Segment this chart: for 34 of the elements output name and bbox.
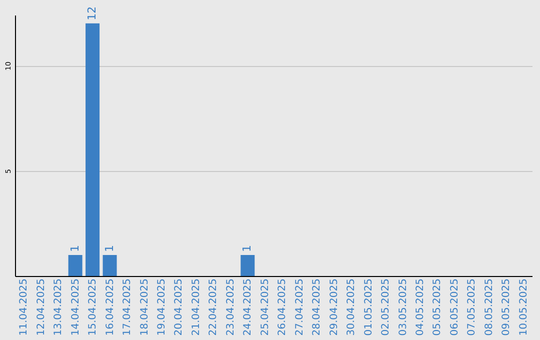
x-tick-label: 25.04.2025 xyxy=(260,278,271,336)
x-tick-label: 05.05.2025 xyxy=(432,278,444,336)
x-tick-label: 23.04.2025 xyxy=(225,278,236,336)
x-tick-label: 28.04.2025 xyxy=(312,278,323,336)
x-tick-label: 09.05.2025 xyxy=(501,278,512,336)
x-tick-label: 10.05.2025 xyxy=(518,278,530,336)
x-tick-label: 01.05.2025 xyxy=(363,278,374,336)
data-label: 1 xyxy=(68,244,82,252)
x-tick-label: 04.05.2025 xyxy=(414,278,426,336)
x-tick-label: 16.04.2025 xyxy=(104,278,116,336)
x-tick-label: 26.04.2025 xyxy=(277,278,288,336)
x-tick-label: 18.04.2025 xyxy=(139,278,150,336)
x-tick-label: 22.04.2025 xyxy=(208,278,220,336)
x-tick-label: 03.05.2025 xyxy=(398,278,409,336)
x-tick-label: 21.04.2025 xyxy=(190,278,202,336)
x-tick-label: 15.04.2025 xyxy=(88,278,99,336)
x-tick-label: 07.05.2025 xyxy=(466,278,478,336)
x-tick-label: 24.04.2025 xyxy=(242,278,254,336)
x-tick-label: 02.05.2025 xyxy=(380,278,392,336)
x-tick-label: 30.04.2025 xyxy=(346,278,358,336)
x-tick-label: 11.04.2025 xyxy=(18,278,30,336)
x-tick-label: 19.04.2025 xyxy=(156,278,168,336)
data-label: 12 xyxy=(86,6,99,20)
x-tick-label: 20.04.2025 xyxy=(174,278,185,336)
x-tick-label: 13.04.2025 xyxy=(53,278,64,336)
x-tick-label: 27.04.2025 xyxy=(294,278,306,336)
x-tick-label: 12.04.2025 xyxy=(36,278,47,336)
x-tick-label: 08.05.2025 xyxy=(484,278,495,336)
x-tick-label: 06.05.2025 xyxy=(449,278,460,336)
x-tick-label: 14.04.2025 xyxy=(70,278,82,336)
data-label: 1 xyxy=(240,244,254,252)
x-tick-label: 17.04.2025 xyxy=(122,278,134,336)
data-label: 1 xyxy=(102,244,116,252)
x-tick-label: 29.04.2025 xyxy=(328,278,340,336)
